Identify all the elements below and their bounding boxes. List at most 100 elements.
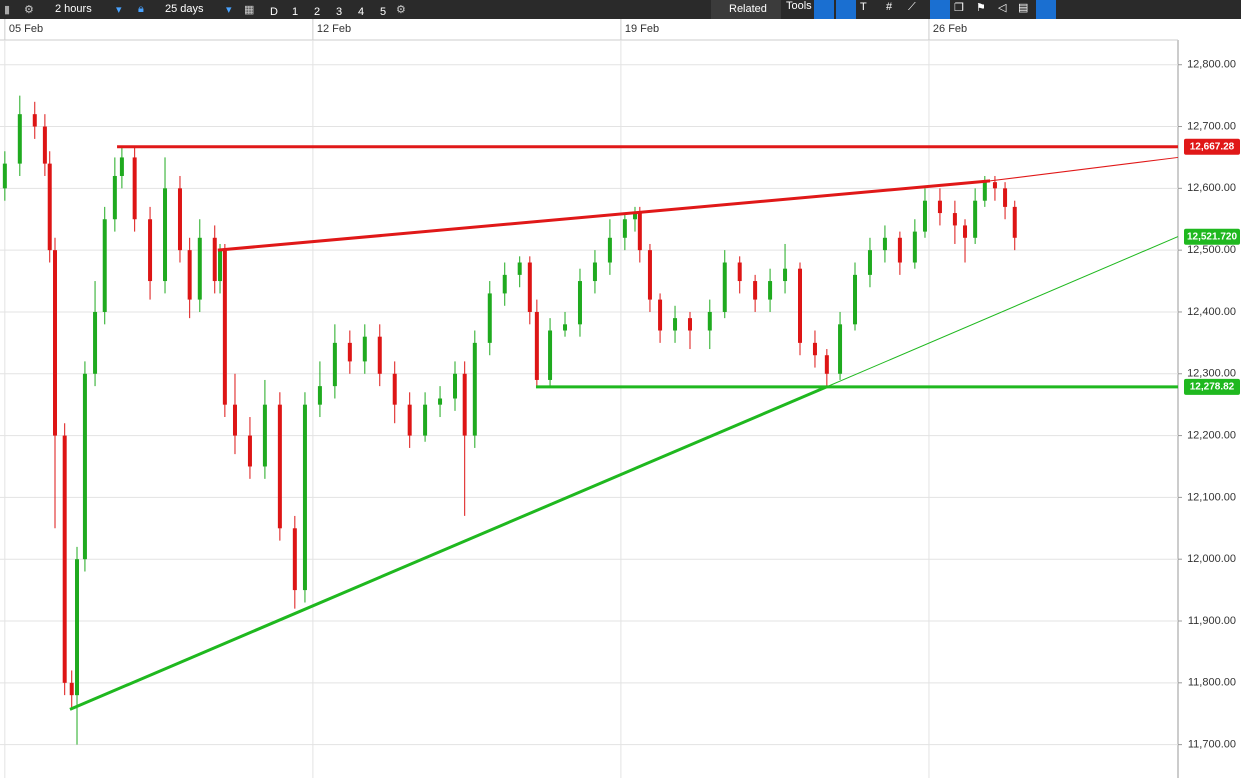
period-button[interactable]: 2: [314, 6, 321, 18]
y-tick-label: 12,700.00: [1187, 120, 1236, 132]
tool-icon[interactable]: ❐: [954, 2, 964, 14]
period-button[interactable]: 1: [292, 6, 299, 18]
tool-icon[interactable]: ⚑: [976, 2, 986, 14]
candle-body: [963, 225, 968, 238]
candle-body: [563, 324, 568, 331]
candle-body: [197, 237, 202, 300]
toolbar: ▮ ⚙ 2 hours ▾ 🔒︎ 25 days ▾ ▦ D 1 2 3 4 5 Rela…: [0, 0, 1241, 19]
price-label: 12,667.28: [1190, 141, 1235, 152]
candle-body: [262, 404, 267, 467]
y-tick-label: 12,800.00: [1187, 59, 1236, 71]
settings-icon[interactable]: ⚙: [24, 4, 34, 16]
candle-body: [982, 182, 987, 201]
y-tick-label: 12,000.00: [1187, 553, 1236, 565]
candle-body: [423, 404, 428, 436]
candle-body: [119, 157, 124, 176]
candle-body: [527, 262, 532, 312]
x-tick-label: 05 Feb: [9, 23, 43, 35]
candle-body: [487, 293, 492, 343]
period-button[interactable]: 4: [358, 6, 365, 18]
candle-body: [838, 324, 843, 374]
candle-body: [462, 373, 467, 436]
candle-body: [362, 336, 367, 362]
candle-body: [1003, 188, 1008, 207]
candle-body: [922, 200, 927, 232]
candle-body: [332, 342, 337, 387]
interval-select[interactable]: 2 hours: [55, 3, 92, 15]
candle-body: [783, 268, 788, 282]
price-label-box: [1184, 378, 1240, 395]
candle-body: [132, 157, 137, 220]
candle-body: [622, 219, 627, 238]
x-tick-label: 12 Feb: [317, 23, 351, 35]
x-tick-label: 26 Feb: [933, 23, 967, 35]
menu-icon[interactable]: ▮: [4, 4, 11, 16]
tool-icon[interactable]: #: [886, 1, 893, 13]
candle-body: [1012, 206, 1017, 238]
related-label[interactable]: Related: [729, 3, 767, 15]
candle-body: [232, 404, 237, 436]
candle-body: [973, 200, 978, 238]
candle-body: [148, 219, 153, 282]
candle-body: [292, 528, 297, 591]
y-tick-label: 12,600.00: [1187, 182, 1236, 194]
candle-body: [47, 163, 52, 251]
candle-body: [222, 250, 227, 405]
tool-icon[interactable]: T: [860, 1, 867, 13]
trend-line: [217, 179, 991, 252]
dropdown-arrow[interactable]: ▾: [116, 4, 122, 16]
print-icon[interactable]: ▤: [1018, 2, 1029, 14]
y-tick-label: 12,100.00: [1187, 491, 1236, 503]
candle-body: [812, 342, 817, 356]
candle-body: [897, 237, 902, 263]
candle-body: [187, 250, 192, 300]
calendar-icon[interactable]: ▦: [244, 4, 255, 16]
candle-body: [592, 262, 597, 282]
y-tick-label: 12,500.00: [1187, 244, 1236, 256]
tool-icon[interactable]: ⟋: [908, 1, 916, 13]
candle-body: [347, 342, 352, 362]
candle-body: [317, 386, 322, 405]
candle-body: [69, 682, 74, 696]
candle-body: [577, 281, 582, 325]
trend-line: [990, 156, 1179, 182]
tool-icon[interactable]: [836, 0, 856, 19]
tools-label: Tools: [786, 0, 812, 12]
candle-body: [722, 262, 727, 312]
candle-body: [867, 250, 872, 275]
candle-body: [102, 219, 107, 312]
period-button[interactable]: 3: [336, 6, 343, 18]
candle-body: [62, 435, 67, 683]
candle-body: [937, 200, 942, 214]
candle-body: [75, 559, 80, 696]
candle-body: [163, 188, 168, 282]
candle-body: [247, 435, 252, 467]
tool-icon[interactable]: [814, 0, 834, 19]
candle-body: [952, 213, 957, 226]
dropdown-arrow[interactable]: ▾: [226, 4, 232, 16]
candle-body: [548, 330, 553, 380]
related-button[interactable]: [711, 0, 781, 19]
candle-body: [42, 126, 47, 164]
candle-body: [177, 188, 182, 251]
y-tick-label: 11,700.00: [1188, 739, 1236, 751]
period-button[interactable]: D: [270, 6, 278, 18]
lock-icon[interactable]: 🔒︎: [138, 3, 144, 15]
price-label-box: [1184, 228, 1240, 245]
candle-body: [82, 373, 87, 560]
candle-body: [637, 213, 642, 251]
tool-icon[interactable]: [930, 0, 950, 19]
settings-icon[interactable]: ⚙: [396, 4, 406, 16]
price-label: 12,521.720: [1187, 231, 1237, 242]
candle-body: [2, 163, 7, 189]
period-button[interactable]: 5: [380, 6, 387, 18]
candle-body: [824, 355, 829, 374]
x-tick-label: 19 Feb: [625, 23, 659, 35]
tool-icon[interactable]: ◁: [998, 2, 1007, 14]
chart: 05 Feb 12 Feb 19 Feb 26 Feb 11,700.00 11,800.…: [0, 19, 1241, 778]
tool-icon[interactable]: [1036, 0, 1056, 19]
candle-body: [658, 299, 663, 331]
candle-body: [472, 342, 477, 436]
range-select[interactable]: 25 days: [165, 3, 204, 15]
